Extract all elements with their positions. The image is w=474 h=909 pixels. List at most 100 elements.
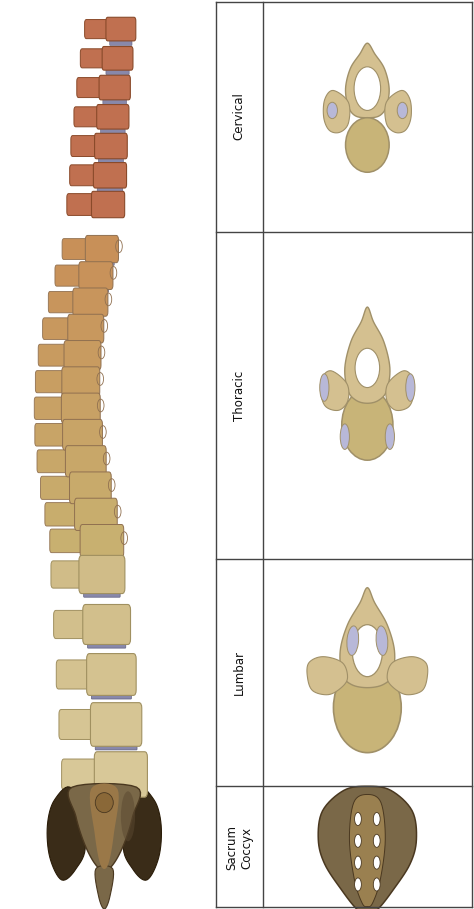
FancyBboxPatch shape bbox=[90, 259, 114, 265]
Polygon shape bbox=[47, 787, 85, 880]
FancyBboxPatch shape bbox=[66, 393, 95, 399]
FancyBboxPatch shape bbox=[88, 641, 126, 648]
FancyBboxPatch shape bbox=[51, 561, 87, 588]
FancyBboxPatch shape bbox=[36, 371, 68, 393]
Polygon shape bbox=[307, 656, 347, 694]
Polygon shape bbox=[349, 794, 385, 906]
FancyBboxPatch shape bbox=[37, 450, 72, 473]
FancyBboxPatch shape bbox=[85, 235, 118, 263]
FancyBboxPatch shape bbox=[91, 703, 142, 746]
Polygon shape bbox=[340, 588, 395, 687]
FancyBboxPatch shape bbox=[102, 46, 133, 70]
Polygon shape bbox=[95, 865, 114, 909]
Text: Lumbar: Lumbar bbox=[233, 650, 246, 695]
Polygon shape bbox=[321, 371, 349, 411]
FancyBboxPatch shape bbox=[94, 134, 127, 159]
Circle shape bbox=[355, 834, 361, 847]
Ellipse shape bbox=[352, 624, 383, 676]
FancyBboxPatch shape bbox=[74, 498, 117, 531]
FancyBboxPatch shape bbox=[91, 191, 125, 217]
Ellipse shape bbox=[342, 390, 393, 460]
Ellipse shape bbox=[397, 102, 408, 119]
FancyBboxPatch shape bbox=[74, 500, 107, 506]
FancyBboxPatch shape bbox=[70, 474, 102, 480]
FancyBboxPatch shape bbox=[110, 39, 132, 45]
Text: Sacrum
Coccyx: Sacrum Coccyx bbox=[225, 825, 254, 870]
Ellipse shape bbox=[376, 626, 388, 655]
FancyBboxPatch shape bbox=[100, 127, 125, 134]
FancyBboxPatch shape bbox=[93, 163, 127, 188]
Ellipse shape bbox=[95, 793, 113, 813]
Circle shape bbox=[355, 813, 361, 825]
FancyBboxPatch shape bbox=[54, 611, 91, 638]
FancyBboxPatch shape bbox=[74, 107, 103, 127]
FancyBboxPatch shape bbox=[64, 341, 101, 370]
FancyBboxPatch shape bbox=[80, 524, 124, 557]
FancyBboxPatch shape bbox=[65, 445, 106, 477]
FancyBboxPatch shape bbox=[55, 265, 85, 286]
FancyBboxPatch shape bbox=[71, 135, 100, 156]
FancyBboxPatch shape bbox=[34, 397, 68, 419]
FancyBboxPatch shape bbox=[67, 194, 98, 215]
FancyBboxPatch shape bbox=[59, 710, 99, 740]
Ellipse shape bbox=[121, 791, 135, 842]
Polygon shape bbox=[90, 784, 119, 869]
Circle shape bbox=[355, 878, 361, 891]
Polygon shape bbox=[323, 90, 350, 133]
Circle shape bbox=[374, 813, 380, 825]
Ellipse shape bbox=[347, 626, 359, 655]
FancyBboxPatch shape bbox=[99, 75, 130, 100]
FancyBboxPatch shape bbox=[62, 759, 102, 790]
Text: Thoracic: Thoracic bbox=[233, 370, 246, 421]
FancyBboxPatch shape bbox=[61, 393, 100, 424]
FancyBboxPatch shape bbox=[83, 590, 120, 597]
FancyBboxPatch shape bbox=[77, 77, 105, 97]
Ellipse shape bbox=[340, 424, 349, 449]
FancyBboxPatch shape bbox=[97, 105, 129, 129]
Polygon shape bbox=[387, 656, 428, 694]
FancyBboxPatch shape bbox=[106, 17, 136, 41]
FancyBboxPatch shape bbox=[43, 318, 74, 339]
Polygon shape bbox=[386, 371, 414, 411]
FancyBboxPatch shape bbox=[79, 262, 113, 289]
FancyBboxPatch shape bbox=[70, 472, 111, 504]
FancyBboxPatch shape bbox=[97, 186, 123, 193]
FancyBboxPatch shape bbox=[72, 339, 100, 345]
FancyBboxPatch shape bbox=[40, 476, 76, 499]
FancyBboxPatch shape bbox=[77, 313, 104, 319]
FancyBboxPatch shape bbox=[70, 165, 100, 185]
Polygon shape bbox=[385, 90, 411, 133]
FancyBboxPatch shape bbox=[106, 68, 129, 75]
Ellipse shape bbox=[406, 374, 415, 401]
FancyBboxPatch shape bbox=[79, 555, 125, 594]
FancyBboxPatch shape bbox=[83, 285, 109, 292]
FancyBboxPatch shape bbox=[73, 288, 108, 316]
Circle shape bbox=[374, 878, 380, 891]
FancyBboxPatch shape bbox=[99, 157, 123, 164]
Ellipse shape bbox=[333, 663, 401, 753]
FancyBboxPatch shape bbox=[48, 292, 80, 313]
FancyBboxPatch shape bbox=[56, 660, 95, 689]
FancyBboxPatch shape bbox=[35, 424, 69, 446]
Ellipse shape bbox=[346, 118, 389, 173]
FancyBboxPatch shape bbox=[45, 503, 81, 526]
FancyBboxPatch shape bbox=[68, 366, 97, 373]
Circle shape bbox=[374, 856, 380, 869]
Polygon shape bbox=[345, 307, 390, 404]
FancyBboxPatch shape bbox=[63, 419, 102, 450]
Ellipse shape bbox=[320, 374, 329, 401]
FancyBboxPatch shape bbox=[83, 604, 130, 644]
FancyBboxPatch shape bbox=[80, 49, 108, 68]
FancyBboxPatch shape bbox=[84, 20, 112, 38]
Ellipse shape bbox=[354, 66, 381, 111]
FancyBboxPatch shape bbox=[79, 527, 113, 534]
Polygon shape bbox=[318, 786, 417, 909]
Polygon shape bbox=[68, 784, 140, 871]
Circle shape bbox=[355, 856, 361, 869]
FancyBboxPatch shape bbox=[62, 238, 92, 260]
Circle shape bbox=[374, 834, 380, 847]
Ellipse shape bbox=[327, 102, 337, 119]
FancyBboxPatch shape bbox=[65, 420, 96, 426]
FancyBboxPatch shape bbox=[103, 98, 127, 105]
FancyBboxPatch shape bbox=[91, 692, 131, 699]
